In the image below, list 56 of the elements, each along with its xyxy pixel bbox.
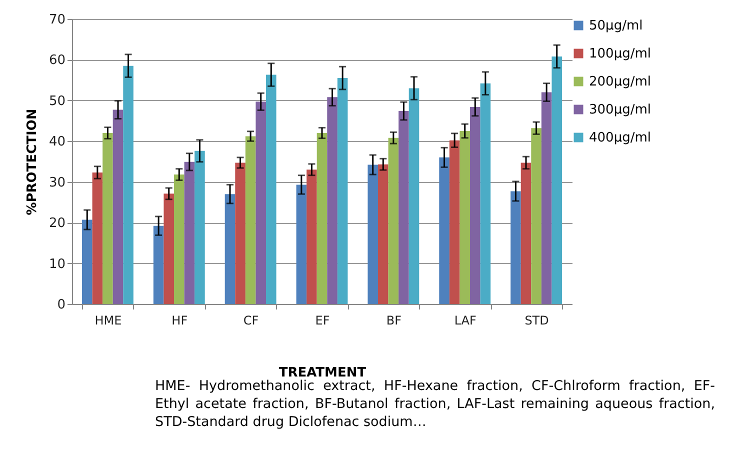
bar <box>439 157 450 304</box>
x-tick-label: LAF <box>454 314 476 328</box>
legend-label: 200µg/ml <box>589 74 651 90</box>
bar <box>194 150 205 304</box>
bar <box>480 83 491 304</box>
x-tick-label: HF <box>172 314 188 328</box>
bar <box>460 130 470 304</box>
bar <box>164 194 174 304</box>
bar <box>296 184 307 304</box>
bar <box>408 88 420 304</box>
x-tick-label: CF <box>243 314 259 328</box>
bar <box>112 110 124 304</box>
bar <box>552 56 562 304</box>
bar <box>316 133 328 304</box>
y-tick-label: 0 <box>57 298 66 312</box>
legend-label: 300µg/ml <box>589 102 651 118</box>
bar <box>153 226 164 304</box>
bar <box>388 138 399 304</box>
legend-label: 50µg/ml <box>589 18 643 34</box>
bar <box>378 164 388 304</box>
bar <box>531 128 542 304</box>
bar <box>92 172 103 304</box>
legend-label: 400µg/ml <box>589 130 651 146</box>
bar <box>327 97 338 304</box>
x-tick-label: BF <box>386 314 402 328</box>
x-tick-label: HME <box>94 314 122 328</box>
legend-label: 100µg/ml <box>589 46 651 62</box>
y-tick-label: 30 <box>48 175 66 190</box>
y-tick-label: 40 <box>48 134 66 150</box>
y-axis-title: %PROTECTION <box>24 108 40 216</box>
bar <box>245 136 256 304</box>
y-tick-label: 50 <box>48 94 66 109</box>
bar <box>256 102 266 304</box>
y-tick-label: 10 <box>48 256 66 272</box>
bar <box>541 92 552 304</box>
x-tick-label: STD <box>524 314 549 328</box>
bar <box>470 106 480 304</box>
bar <box>337 78 348 304</box>
bar <box>520 162 532 304</box>
bar <box>306 170 317 304</box>
bar <box>184 162 195 304</box>
bar <box>398 111 409 304</box>
bar <box>123 66 134 304</box>
y-tick-label: 20 <box>48 216 66 232</box>
bar <box>510 191 521 304</box>
bar <box>235 162 246 304</box>
bar <box>224 194 236 304</box>
bar <box>266 74 276 304</box>
bar <box>82 220 92 304</box>
y-tick-label: 60 <box>48 53 66 68</box>
bar <box>368 164 378 304</box>
x-tick-label: EF <box>315 314 330 328</box>
y-tick-label: 70 <box>48 12 66 28</box>
bar <box>174 174 184 304</box>
bar <box>449 140 460 304</box>
bar <box>102 133 113 304</box>
